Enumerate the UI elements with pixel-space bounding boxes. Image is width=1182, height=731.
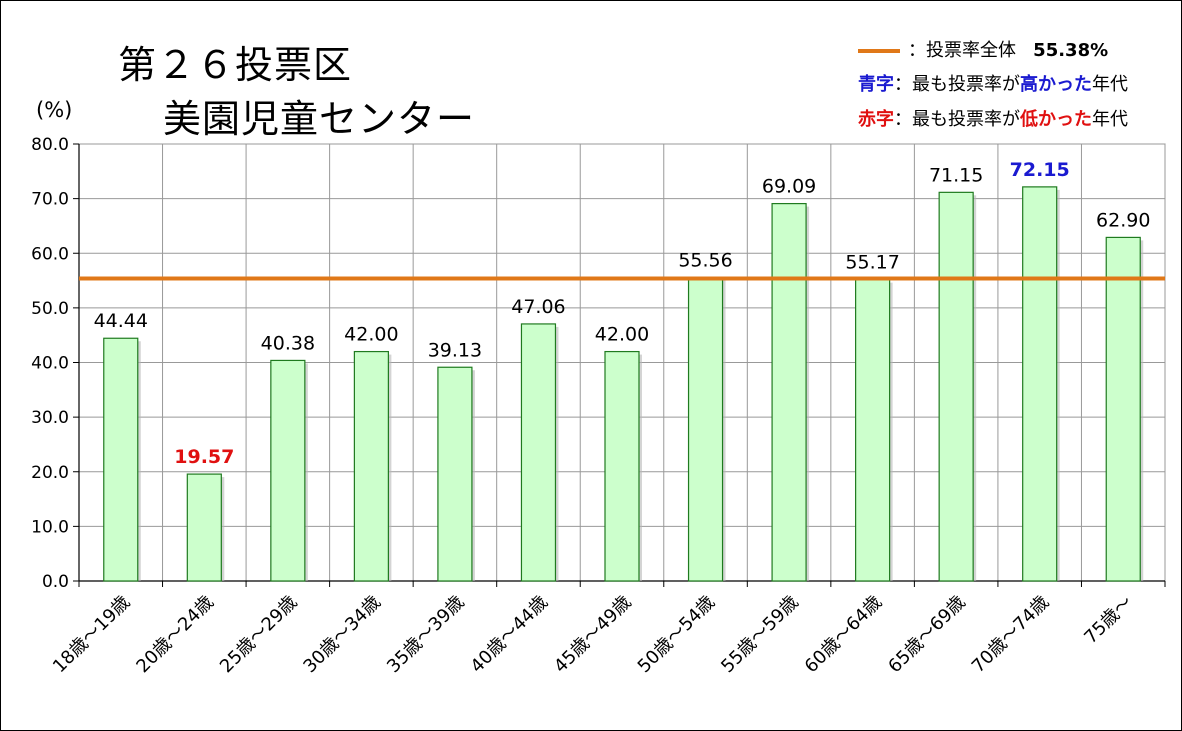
bar-value-label: 69.09 [762,176,816,198]
legend-blue-em: 高かった [1020,74,1092,95]
legend-lowest: 赤字：最も投票率が低かった年代 [858,105,1128,131]
y-axis-unit: (%) [36,98,73,122]
bar-value-label: 71.15 [929,164,983,186]
legend-overall-label: ：投票率全体 [908,40,1016,61]
x-category-label: 25歳～29歳 [216,592,301,677]
y-tick-label: 30.0 [31,408,69,428]
bar-value-label: 44.44 [94,310,148,332]
x-category-label: 35歳～39歳 [383,592,468,677]
bar [938,191,974,582]
y-tick-label: 50.0 [31,299,69,319]
y-tick-label: 40.0 [31,354,69,374]
chart-title-line1: 第２６投票区 [118,43,353,87]
legend-highest: 青字：最も投票率が高かった年代 [858,70,1128,96]
bar [1022,186,1058,582]
bar [270,359,306,582]
bar-value-label: 47.06 [511,296,565,318]
bar [1105,236,1141,582]
bar [687,276,724,582]
y-tick-label: 70.0 [31,190,69,210]
x-category-label: 40歳～44歳 [467,592,552,677]
bar-value-label: 42.00 [344,324,398,346]
bar-value-label: 40.38 [261,332,315,354]
x-category-label: 70歳～74歳 [968,592,1053,677]
legend-overall: ：投票率全体 55.38% [858,36,1108,62]
bar [353,350,389,582]
legend-red-mid: ：最も投票率が [894,109,1020,130]
bar [186,473,222,582]
legend-red-em: 低かった [1020,109,1092,130]
x-category-label: 18歳～19歳 [49,592,134,677]
y-tick-label: 10.0 [31,517,69,537]
y-tick-label: 0.0 [42,572,69,592]
bar-value-label: 42.00 [595,324,649,346]
x-category-label: 50歳～54歳 [634,592,719,677]
bar [520,323,557,582]
bar [771,202,807,582]
chart-title-line2: 美園児童センター [163,97,476,141]
legend-red-key: 赤字 [858,109,894,130]
bar-value-label: 39.13 [428,339,482,361]
bar-value-label: 72.15 [1010,159,1070,181]
legend-overall-value: 55.38% [1033,40,1109,61]
x-category-label: 45歳～49歳 [550,592,635,677]
y-tick-label: 60.0 [31,244,69,264]
bar-value-label: 55.17 [845,252,899,274]
x-category-label: 65歳～69歳 [884,592,969,677]
bar [437,366,473,582]
bar-value-label: 55.56 [678,250,732,272]
y-tick-label: 20.0 [31,463,69,483]
legend-blue-mid: ：最も投票率が [894,74,1020,95]
x-category-label: 55歳～59歳 [717,592,802,677]
legend-blue-tail: 年代 [1092,74,1128,95]
x-category-label: 75歳～ [1080,592,1137,649]
y-tick-label: 80.0 [31,135,69,155]
legend-red-tail: 年代 [1092,109,1128,130]
legend-blue-key: 青字 [858,74,894,95]
bar [604,350,640,582]
bar [855,279,891,582]
legend-overall-line-swatch [858,49,900,53]
x-category-label: 60歳～64歳 [801,592,886,677]
x-category-label: 20歳～24歳 [132,592,217,677]
bar-value-label: 62.90 [1096,209,1150,231]
x-category-label: 30歳～34歳 [299,592,384,677]
bar [103,337,139,582]
bar-value-label: 19.57 [174,446,234,468]
